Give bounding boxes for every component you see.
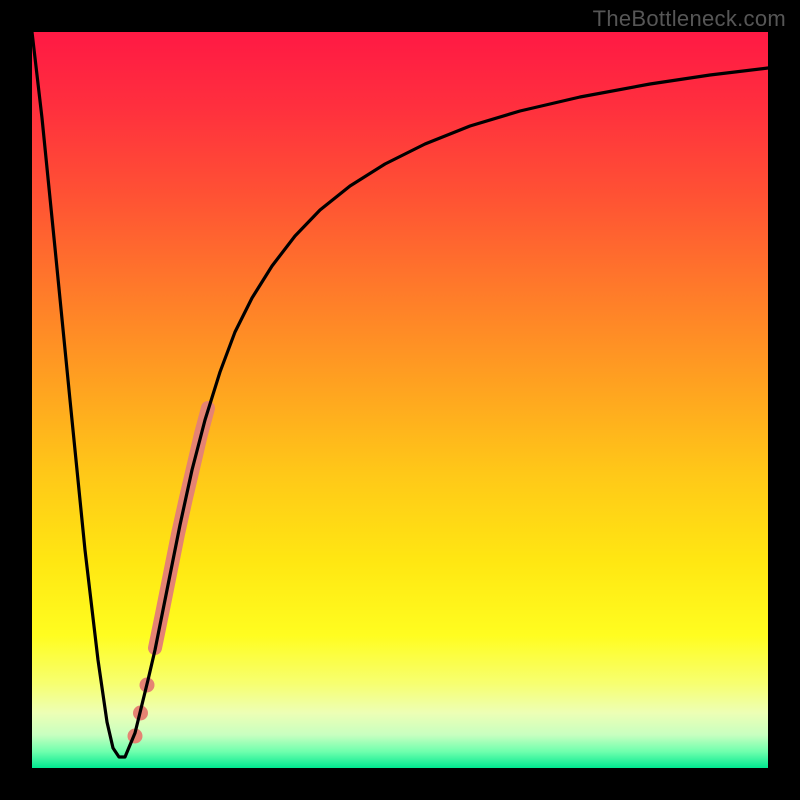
watermark-text: TheBottleneck.com bbox=[593, 6, 786, 32]
chart-svg bbox=[0, 0, 800, 800]
chart-stage: TheBottleneck.com bbox=[0, 0, 800, 800]
plot-background bbox=[32, 32, 768, 768]
